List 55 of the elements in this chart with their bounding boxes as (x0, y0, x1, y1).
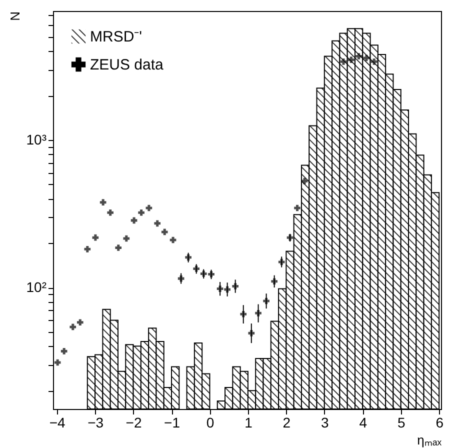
point (224, 286, 230, 293)
x-tick-label: 3 (321, 414, 330, 430)
x-axis-title: ηₘₐₓ (417, 432, 442, 448)
point (107, 209, 114, 216)
point (271, 278, 278, 285)
point (161, 228, 168, 236)
y-tick-label: 10² (26, 279, 47, 296)
point (208, 271, 214, 278)
point (263, 298, 270, 304)
point (255, 310, 262, 316)
point (84, 246, 91, 252)
x-tick-label: −3 (88, 414, 104, 430)
point (286, 234, 294, 241)
point (185, 254, 192, 261)
point (200, 270, 207, 277)
legend-label: ZEUS data (90, 56, 164, 74)
y-tick-label: 10³ (26, 132, 47, 148)
x-tick-label: 6 (436, 414, 444, 430)
point (370, 58, 378, 65)
point (178, 275, 184, 282)
x-tick-label: −2 (126, 414, 142, 430)
point (232, 283, 239, 290)
point (115, 244, 122, 251)
point (356, 53, 362, 60)
point (123, 235, 130, 242)
point (248, 330, 255, 336)
point (92, 234, 99, 241)
point (193, 266, 200, 272)
point (340, 58, 347, 65)
point (76, 319, 84, 326)
point (216, 286, 224, 292)
point (60, 348, 68, 354)
legend-label: MRSD⁻' (90, 28, 142, 46)
point (138, 209, 144, 216)
x-tick-label: 1 (244, 414, 253, 430)
x-tick-label: 4 (359, 414, 368, 430)
point (54, 359, 61, 366)
point (348, 56, 354, 63)
x-tick-label: −1 (164, 414, 180, 430)
x-tick-label: 2 (282, 414, 291, 430)
x-tick-label: 0 (206, 414, 214, 430)
point (278, 258, 285, 266)
point (130, 217, 138, 224)
y-axis-title: N (7, 12, 22, 21)
point (146, 204, 152, 212)
x-tick-label: 5 (397, 414, 406, 430)
point (70, 324, 76, 330)
point (100, 199, 106, 206)
point (363, 54, 370, 62)
point (170, 236, 176, 244)
point (301, 178, 308, 184)
point (294, 204, 300, 212)
x-tick-label: −4 (49, 414, 66, 430)
point (240, 310, 247, 318)
point (154, 220, 161, 227)
